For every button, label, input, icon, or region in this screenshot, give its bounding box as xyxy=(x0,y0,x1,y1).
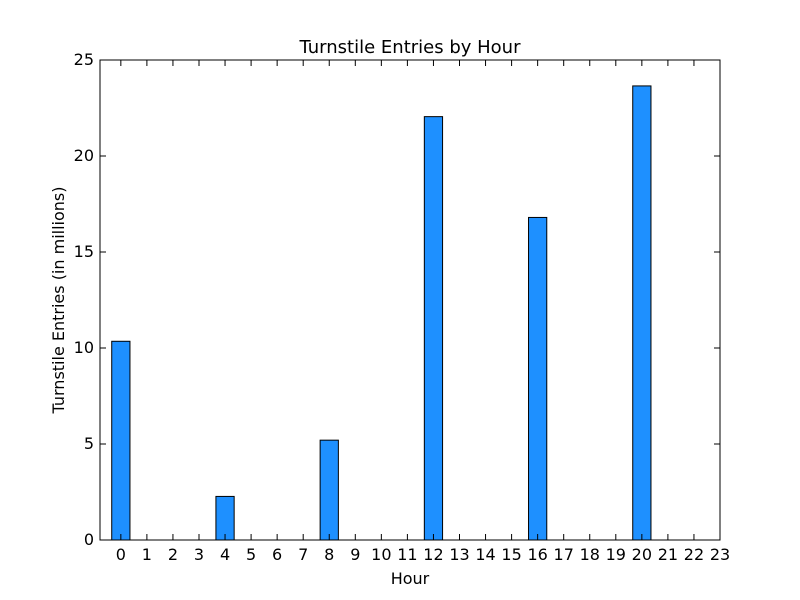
x-tick-label-8: 8 xyxy=(324,545,334,564)
x-tick-label-13: 13 xyxy=(449,545,469,564)
chart-title: Turnstile Entries by Hour xyxy=(299,37,522,58)
x-tick-label-6: 6 xyxy=(272,545,282,564)
bar-hour-16 xyxy=(528,216,548,541)
bar-hour-4 xyxy=(215,495,235,541)
plot-frame xyxy=(99,59,721,541)
y-tick-label-5: 5 xyxy=(84,434,94,453)
y-axis-label: Turnstile Entries (in millions) xyxy=(49,187,68,415)
x-tick-label-14: 14 xyxy=(475,545,495,564)
x-tick-label-9: 9 xyxy=(350,545,360,564)
x-tick-label-20: 20 xyxy=(632,545,652,564)
bar-hour-20 xyxy=(632,85,652,541)
x-tick-label-17: 17 xyxy=(554,545,574,564)
x-tick-label-4: 4 xyxy=(220,545,230,564)
x-tick-label-12: 12 xyxy=(423,545,443,564)
x-tick-label-2: 2 xyxy=(168,545,178,564)
y-axis-ticks: 0 5 10 15 20 25 xyxy=(74,50,720,549)
y-tick-label-10: 10 xyxy=(74,338,94,357)
x-tick-label-15: 15 xyxy=(501,545,521,564)
bar-hour-12 xyxy=(423,116,444,541)
x-tick-label-16: 16 xyxy=(527,545,547,564)
x-tick-label-7: 7 xyxy=(298,545,308,564)
x-tick-label-19: 19 xyxy=(606,545,626,564)
x-tick-label-1: 1 xyxy=(142,545,152,564)
bars-group xyxy=(111,85,652,541)
x-tick-label-10: 10 xyxy=(371,545,391,564)
x-tick-label-5: 5 xyxy=(246,545,256,564)
y-tick-label-25: 25 xyxy=(74,50,94,69)
x-tick-label-21: 21 xyxy=(658,545,678,564)
x-tick-label-23: 23 xyxy=(710,545,730,564)
bar-hour-0 xyxy=(111,340,131,541)
x-tick-label-11: 11 xyxy=(397,545,417,564)
y-tick-label-20: 20 xyxy=(74,146,94,165)
x-tick-label-22: 22 xyxy=(684,545,704,564)
y-tick-label-0: 0 xyxy=(84,530,94,549)
y-tick-label-15: 15 xyxy=(74,242,94,261)
x-tick-label-3: 3 xyxy=(194,545,204,564)
x-tick-label-18: 18 xyxy=(580,545,600,564)
x-axis-label: Hour xyxy=(391,569,430,588)
bar-hour-8 xyxy=(319,439,339,541)
x-tick-label-0: 0 xyxy=(116,545,126,564)
x-axis-ticks: 0 1 2 3 4 5 6 7 8 9 10 11 12 13 14 15 16 17 18 19 20 21 22 23 xyxy=(116,60,730,564)
